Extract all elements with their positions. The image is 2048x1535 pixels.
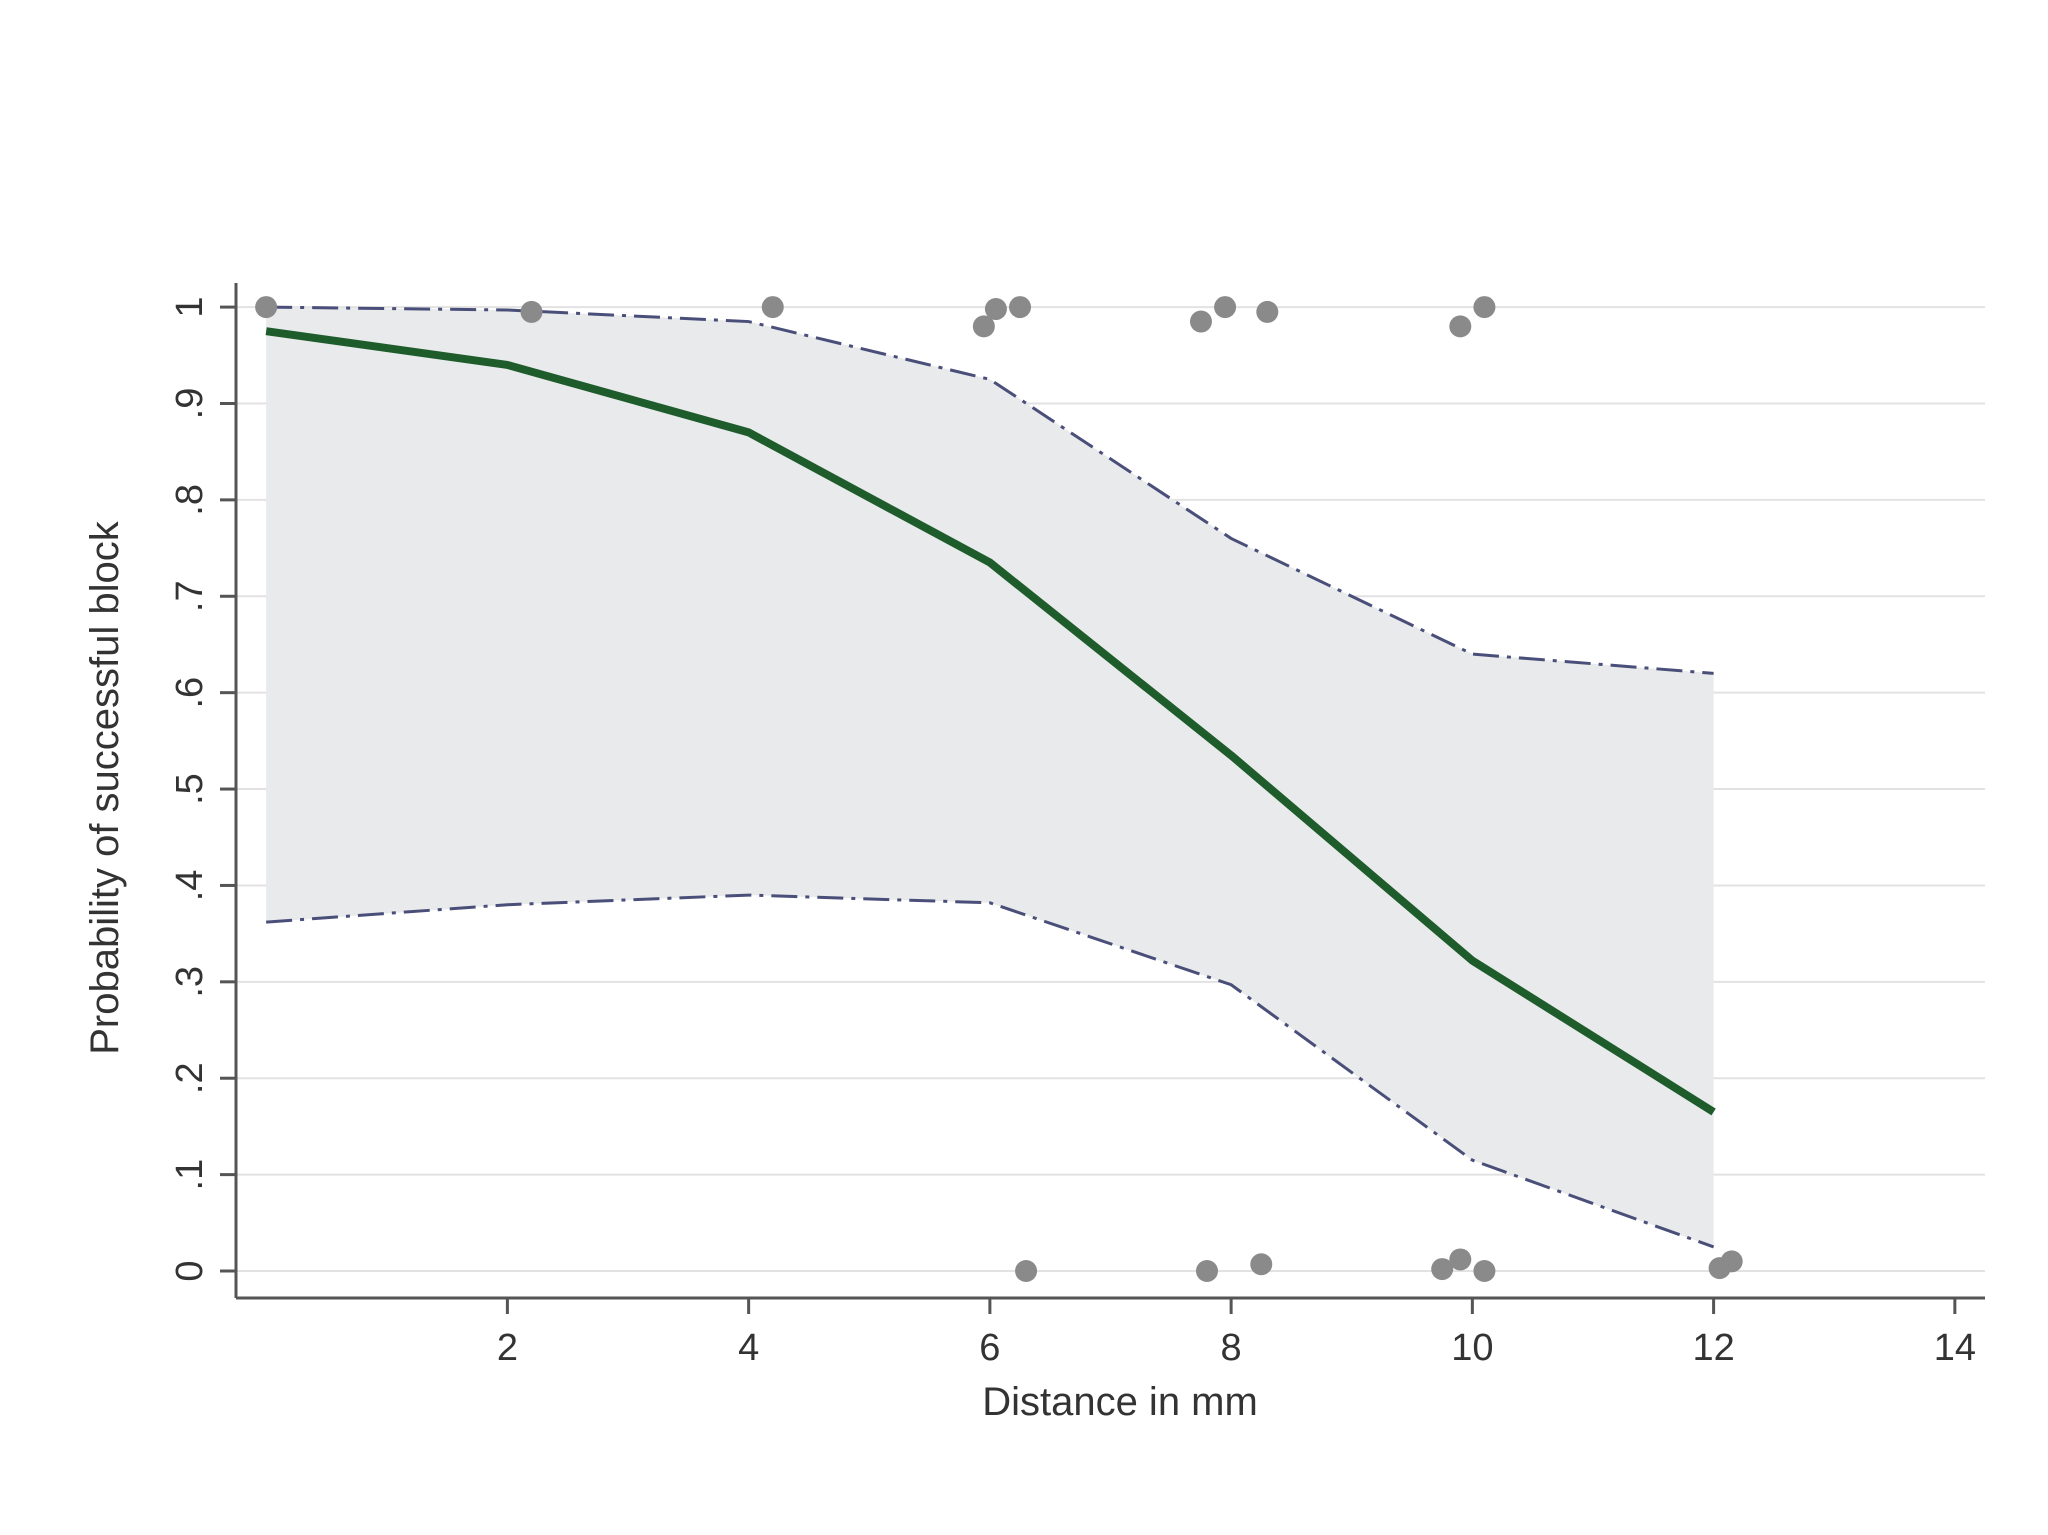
y-axis-ticks: 0 .1 .2 .3 .4 .5 .6 .7 .8 .9 1	[169, 297, 236, 1282]
upper-ci-line	[266, 305, 1714, 675]
x-tick-label: 14	[1934, 1327, 1976, 1369]
y-axis-title: Probability of successful block	[83, 520, 127, 1055]
x-tick-label: 10	[1451, 1327, 1493, 1369]
confidence-band	[266, 307, 1714, 1247]
data-point	[1431, 1258, 1454, 1281]
x-tick-label: 8	[1221, 1327, 1242, 1369]
y-tick-label: .2	[169, 1062, 211, 1094]
data-point	[1720, 1250, 1743, 1273]
data-point	[1250, 1253, 1273, 1276]
lower-ci-line	[266, 893, 1715, 1249]
data-point	[761, 296, 784, 319]
data-point	[1449, 315, 1472, 338]
observation-points	[255, 296, 1743, 1283]
fitted-probability-line	[265, 327, 1716, 1116]
x-tick-label: 12	[1692, 1327, 1734, 1369]
x-tick-label: 6	[979, 1327, 1000, 1369]
data-point	[1009, 296, 1032, 319]
y-tick-label: .9	[169, 388, 211, 420]
ci-band-area	[266, 307, 1714, 1247]
y-tick-label: .7	[169, 580, 211, 612]
series-lines	[265, 305, 1716, 1249]
data-point	[1473, 296, 1496, 319]
data-point	[1449, 1248, 1472, 1271]
data-point	[972, 315, 995, 338]
data-point	[1214, 296, 1237, 319]
data-point	[984, 298, 1007, 321]
data-point	[1189, 310, 1212, 333]
y-tick-label: .1	[169, 1159, 211, 1191]
data-point	[1015, 1260, 1038, 1283]
y-tick-label: .3	[169, 966, 211, 998]
data-point	[1473, 1260, 1496, 1283]
y-tick-label: 1	[169, 297, 211, 318]
x-axis-title: Distance in mm	[982, 1380, 1258, 1424]
data-point	[255, 296, 278, 319]
y-tick-label: 0	[169, 1260, 211, 1281]
y-tick-label: .4	[169, 870, 211, 902]
y-tick-label: .5	[169, 773, 211, 805]
y-tick-label: .8	[169, 484, 211, 516]
x-tick-label: 2	[497, 1327, 518, 1369]
x-tick-label: 4	[738, 1327, 759, 1369]
data-point	[1256, 300, 1279, 323]
x-axis-ticks: 2 4 6 8 10 12 14	[497, 1298, 1976, 1369]
data-point	[1195, 1260, 1218, 1283]
y-tick-label: .6	[169, 677, 211, 709]
data-point	[520, 300, 543, 323]
